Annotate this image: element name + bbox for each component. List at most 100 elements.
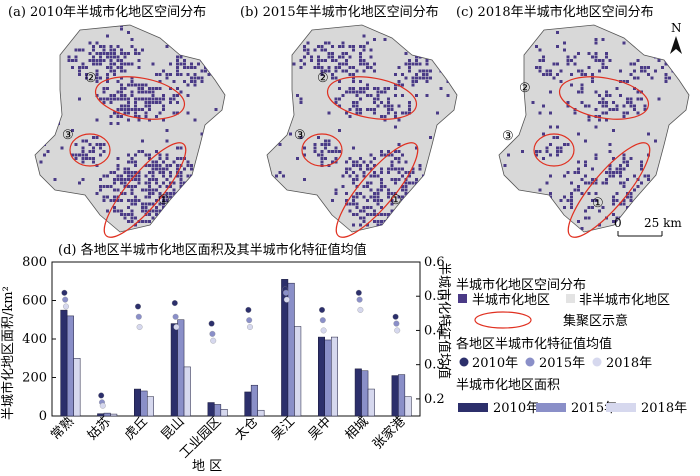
semi-urban-cell bbox=[345, 90, 348, 94]
semi-urban-cell bbox=[394, 178, 397, 181]
semi-urban-cell bbox=[120, 87, 123, 90]
legend-semi-urban: 半城市化地区 bbox=[472, 292, 550, 308]
semi-urban-cell bbox=[169, 97, 172, 101]
semi-urban-cell bbox=[123, 97, 127, 101]
semi-urban-cell bbox=[415, 185, 418, 188]
semi-urban-cell bbox=[355, 192, 359, 195]
feature-point-2010年-虎丘 bbox=[135, 303, 141, 310]
semi-urban-cell bbox=[127, 118, 130, 122]
semi-urban-cell bbox=[439, 209, 443, 213]
y2-tick-label: 0.4 bbox=[424, 323, 445, 338]
semi-urban-cell bbox=[359, 59, 362, 62]
semi-urban-cell bbox=[401, 185, 404, 188]
bar-2018年-吴中 bbox=[331, 336, 338, 417]
semi-urban-cell bbox=[570, 59, 573, 62]
semi-urban-cell bbox=[352, 178, 355, 181]
semi-urban-cell bbox=[113, 48, 116, 52]
semi-urban-cell bbox=[116, 97, 120, 101]
semi-urban-cell bbox=[341, 41, 345, 45]
semi-urban-cell bbox=[109, 115, 113, 118]
semi-urban-cell bbox=[102, 101, 106, 104]
y2-tick-label: 0.2 bbox=[424, 392, 445, 407]
semi-urban-cell bbox=[401, 213, 404, 216]
semi-urban-cell bbox=[566, 55, 570, 59]
semi-urban-cell bbox=[559, 69, 563, 73]
semi-urban-cell bbox=[549, 125, 552, 129]
semi-urban-cell bbox=[619, 94, 622, 97]
bar-2015年-相城 bbox=[361, 370, 369, 417]
semi-urban-cell bbox=[155, 167, 158, 171]
semi-urban-cell bbox=[352, 195, 355, 199]
semi-urban-cell bbox=[214, 108, 218, 111]
semi-urban-cell bbox=[102, 185, 106, 188]
semi-urban-cell bbox=[151, 174, 155, 178]
semi-urban-cell bbox=[169, 181, 172, 185]
semi-urban-cell bbox=[289, 97, 292, 101]
semi-urban-cell bbox=[134, 185, 137, 188]
semi-urban-cell bbox=[190, 206, 193, 209]
semi-urban-cell bbox=[120, 174, 123, 178]
semi-urban-cell bbox=[362, 185, 366, 188]
feature-point-2010年-常熟 bbox=[61, 289, 68, 296]
semi-urban-cell bbox=[169, 164, 172, 167]
semi-urban-cell bbox=[373, 171, 376, 174]
semi-urban-cell bbox=[556, 153, 559, 157]
semi-urban-cell bbox=[373, 157, 376, 160]
bar-2010年-相城 bbox=[354, 368, 362, 417]
semi-urban-cell bbox=[186, 94, 190, 97]
semi-urban-cell bbox=[443, 178, 446, 181]
semi-urban-cell bbox=[601, 59, 605, 62]
semi-urban-cell bbox=[134, 52, 137, 55]
semi-urban-cell bbox=[661, 34, 664, 38]
semi-urban-cell bbox=[647, 153, 650, 157]
semi-urban-cell bbox=[109, 55, 113, 59]
semi-urban-cell bbox=[612, 202, 615, 206]
semi-urban-cell bbox=[102, 87, 106, 90]
feature-point-2015年-相城 bbox=[356, 296, 363, 303]
semi-urban-cell bbox=[633, 216, 636, 220]
semi-urban-cell bbox=[394, 115, 397, 118]
semi-urban-cell bbox=[629, 199, 633, 202]
semi-urban-cell bbox=[598, 94, 601, 97]
semi-urban-cell bbox=[95, 62, 99, 66]
semi-urban-cell bbox=[113, 209, 116, 213]
semi-urban-cell bbox=[573, 55, 577, 59]
semi-urban-cell bbox=[127, 153, 130, 157]
semi-urban-cell bbox=[327, 52, 331, 55]
semi-urban-cell bbox=[390, 216, 394, 220]
semi-urban-cell bbox=[193, 73, 197, 76]
semi-urban-cell bbox=[162, 160, 165, 164]
semi-urban-cell bbox=[127, 178, 130, 181]
map-title: (c) 2018年半城市化地区空间分布 bbox=[456, 4, 654, 20]
semi-urban-cell bbox=[162, 118, 165, 122]
semi-urban-cell bbox=[650, 76, 654, 80]
semi-urban-cell bbox=[78, 97, 81, 101]
semi-urban-cell bbox=[387, 108, 390, 111]
semi-urban-cell bbox=[401, 188, 404, 192]
cluster-label-3: ③ bbox=[62, 128, 74, 143]
semi-urban-cell bbox=[657, 59, 661, 62]
semi-urban-cell bbox=[193, 171, 197, 174]
semi-urban-cell bbox=[387, 104, 390, 108]
semi-urban-cell bbox=[535, 153, 538, 157]
semi-urban-cell bbox=[327, 227, 331, 230]
bar-2015年-工业园区 bbox=[214, 404, 222, 417]
semi-urban-cell bbox=[162, 220, 165, 223]
semi-urban-cell bbox=[636, 90, 640, 94]
semi-urban-cell bbox=[383, 153, 387, 157]
semi-urban-cell bbox=[545, 73, 549, 76]
semi-urban-cell bbox=[443, 125, 446, 129]
cluster-label-3: ③ bbox=[502, 129, 514, 144]
semi-urban-cell bbox=[106, 76, 109, 80]
semi-urban-cell bbox=[313, 150, 317, 153]
semi-urban-cell bbox=[401, 111, 404, 115]
semi-urban-swatch bbox=[458, 294, 467, 303]
semi-urban-cell bbox=[169, 195, 172, 199]
semi-urban-cell bbox=[387, 220, 390, 223]
bar-2018年-昆山 bbox=[183, 366, 191, 417]
semi-urban-cell bbox=[376, 192, 380, 195]
semi-urban-cell bbox=[591, 80, 594, 83]
semi-urban-cell bbox=[556, 136, 559, 139]
semi-urban-cell bbox=[144, 101, 148, 104]
semi-urban-cell bbox=[647, 202, 650, 206]
